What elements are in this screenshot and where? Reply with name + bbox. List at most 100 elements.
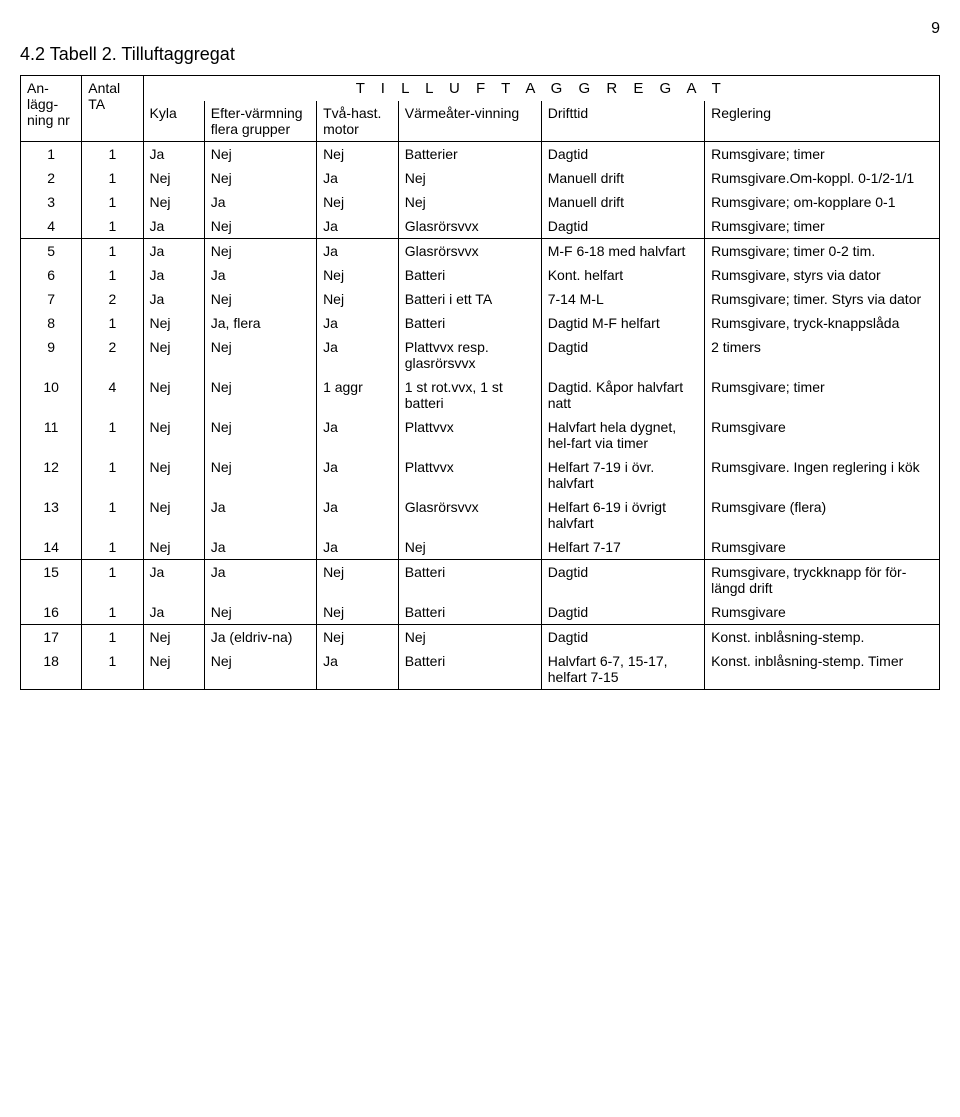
cell-reg: Konst. inblåsning-stemp. Timer (705, 649, 940, 690)
cell-varm: Nej (398, 625, 541, 650)
table-row: 72JaNejNejBatteri i ett TA7-14 M-LRumsgi… (21, 287, 940, 311)
cell-kyla: Ja (143, 214, 204, 239)
cell-eft: Ja (204, 263, 316, 287)
cell-nr: 3 (21, 190, 82, 214)
cell-nr: 10 (21, 375, 82, 415)
cell-kyla: Ja (143, 287, 204, 311)
cell-ta: 2 (82, 287, 143, 311)
cell-nr: 16 (21, 600, 82, 625)
cell-tva: Nej (317, 600, 399, 625)
cell-reg: Rumsgivare; timer (705, 375, 940, 415)
cell-reg: Rumsgivare. Ingen reglering i kök (705, 455, 940, 495)
cell-varm: Batteri (398, 649, 541, 690)
table-body: 11JaNejNejBatterierDagtidRumsgivare; tim… (21, 142, 940, 690)
cell-ta: 1 (82, 311, 143, 335)
cell-reg: Rumsgivare, tryck-knappslåda (705, 311, 940, 335)
cell-eft: Nej (204, 600, 316, 625)
cell-kyla: Nej (143, 311, 204, 335)
cell-eft: Ja (204, 560, 316, 601)
cell-ta: 1 (82, 649, 143, 690)
cell-ta: 1 (82, 560, 143, 601)
cell-varm: Nej (398, 535, 541, 560)
cell-nr: 15 (21, 560, 82, 601)
cell-drift: Manuell drift (541, 190, 704, 214)
cell-drift: Dagtid (541, 625, 704, 650)
cell-kyla: Nej (143, 495, 204, 535)
table-row: 131NejJaJaGlasrörsvvxHelfart 6-19 i övri… (21, 495, 940, 535)
cell-tva: Ja (317, 335, 399, 375)
cell-ta: 1 (82, 625, 143, 650)
cell-tva: Ja (317, 239, 399, 264)
cell-reg: Rumsgivare (705, 535, 940, 560)
cell-ta: 1 (82, 535, 143, 560)
cell-reg: 2 timers (705, 335, 940, 375)
cell-drift: Helfart 6-19 i övrigt halvfart (541, 495, 704, 535)
cell-reg: Rumsgivare (flera) (705, 495, 940, 535)
cell-tva: Ja (317, 166, 399, 190)
cell-eft: Nej (204, 287, 316, 311)
header-drift: Drifttid (541, 101, 704, 142)
cell-tva: Nej (317, 560, 399, 601)
cell-reg: Rumsgivare, tryckknapp för för-längd dri… (705, 560, 940, 601)
cell-varm: Plattvvx resp. glasrörsvvx (398, 335, 541, 375)
cell-nr: 11 (21, 415, 82, 455)
cell-varm: Batteri (398, 560, 541, 601)
cell-kyla: Nej (143, 649, 204, 690)
table-row: 61JaJaNejBatteriKont. helfartRumsgivare,… (21, 263, 940, 287)
table-row: 51JaNejJaGlasrörsvvxM-F 6-18 med halvfar… (21, 239, 940, 264)
cell-nr: 8 (21, 311, 82, 335)
cell-kyla: Ja (143, 263, 204, 287)
cell-eft: Nej (204, 166, 316, 190)
cell-nr: 7 (21, 287, 82, 311)
cell-nr: 17 (21, 625, 82, 650)
cell-eft: Nej (204, 415, 316, 455)
cell-nr: 13 (21, 495, 82, 535)
cell-nr: 4 (21, 214, 82, 239)
cell-reg: Konst. inblåsning-stemp. (705, 625, 940, 650)
cell-ta: 1 (82, 495, 143, 535)
cell-varm: Plattvvx (398, 415, 541, 455)
cell-tva: Nej (317, 625, 399, 650)
cell-kyla: Nej (143, 375, 204, 415)
table-row: 31NejJaNejNejManuell driftRumsgivare; om… (21, 190, 940, 214)
cell-drift: Halvfart hela dygnet, hel-fart via timer (541, 415, 704, 455)
table-row: 11JaNejNejBatterierDagtidRumsgivare; tim… (21, 142, 940, 167)
cell-varm: Nej (398, 166, 541, 190)
cell-drift: Dagtid M-F helfart (541, 311, 704, 335)
cell-drift: Dagtid (541, 560, 704, 601)
cell-ta: 1 (82, 166, 143, 190)
cell-varm: Plattvvx (398, 455, 541, 495)
cell-tva: Ja (317, 311, 399, 335)
cell-ta: 1 (82, 415, 143, 455)
table-row: 121NejNejJaPlattvvxHelfart 7-19 i övr. h… (21, 455, 940, 495)
cell-tva: 1 aggr (317, 375, 399, 415)
cell-kyla: Nej (143, 455, 204, 495)
cell-tva: Ja (317, 455, 399, 495)
cell-varm: Glasrörsvvx (398, 495, 541, 535)
cell-nr: 2 (21, 166, 82, 190)
header-eft: Efter-värmning flera grupper (204, 101, 316, 142)
cell-nr: 6 (21, 263, 82, 287)
cell-drift: 7-14 M-L (541, 287, 704, 311)
cell-kyla: Nej (143, 335, 204, 375)
header-varm: Värmeåter-vinning (398, 101, 541, 142)
cell-reg: Rumsgivare (705, 415, 940, 455)
cell-kyla: Ja (143, 600, 204, 625)
cell-varm: Batterier (398, 142, 541, 167)
cell-reg: Rumsgivare, styrs via dator (705, 263, 940, 287)
cell-drift: Dagtid. Kåpor halvfart natt (541, 375, 704, 415)
cell-tva: Nej (317, 142, 399, 167)
header-ta: Antal TA (82, 76, 143, 142)
cell-varm: Batteri (398, 311, 541, 335)
cell-reg: Rumsgivare; timer (705, 214, 940, 239)
cell-eft: Nej (204, 335, 316, 375)
cell-drift: M-F 6-18 med halvfart (541, 239, 704, 264)
cell-eft: Nej (204, 375, 316, 415)
table-row: 92NejNejJaPlattvvx resp. glasrörsvvxDagt… (21, 335, 940, 375)
cell-drift: Dagtid (541, 600, 704, 625)
cell-nr: 12 (21, 455, 82, 495)
cell-eft: Nej (204, 142, 316, 167)
table-row: 81NejJa, fleraJaBatteriDagtid M-F helfar… (21, 311, 940, 335)
cell-drift: Kont. helfart (541, 263, 704, 287)
header-kyla: Kyla (143, 101, 204, 142)
